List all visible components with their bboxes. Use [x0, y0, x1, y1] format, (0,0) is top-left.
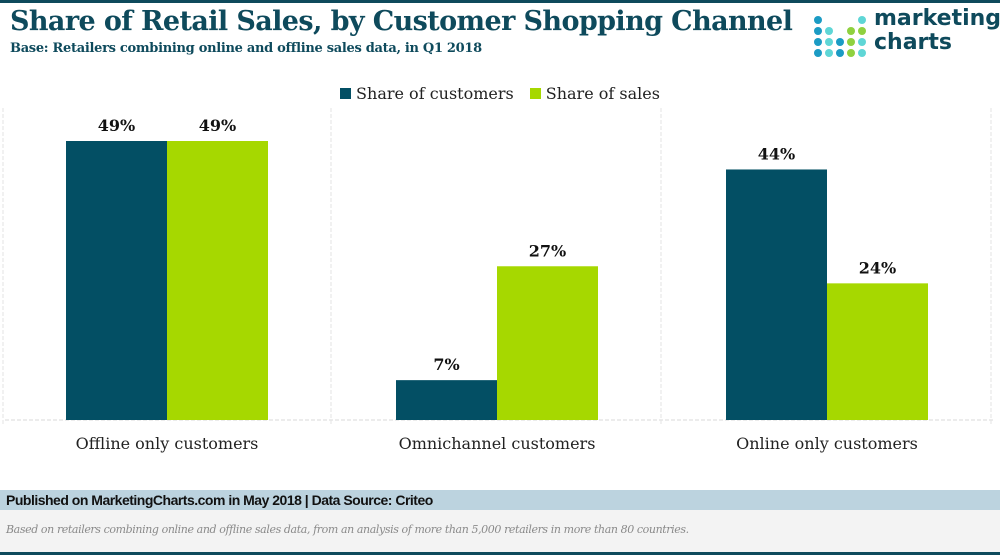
chart-subtitle: Base: Retailers combining online and off…: [10, 41, 482, 56]
legend-label-sales: Share of sales: [545, 84, 660, 103]
logo-line-2: charts: [874, 30, 953, 55]
logo-dot: [814, 49, 822, 57]
legend-label-customers: Share of customers: [356, 84, 514, 103]
legend-swatch-customers: [340, 88, 352, 99]
category-label: Online only customers: [736, 434, 918, 453]
chart-legend: Share of customers Share of sales: [0, 84, 1000, 103]
logo-text: marketing charts: [874, 7, 1000, 55]
logo-dot: [858, 38, 866, 46]
data-label: 49%: [199, 116, 236, 135]
logo-dot: [858, 16, 866, 24]
footer-published-text: Published on MarketingCharts.com in May …: [6, 492, 433, 508]
chart-title: Share of Retail Sales, by Customer Shopp…: [10, 6, 793, 37]
bar-customers: [66, 141, 167, 420]
legend-item-sales: Share of sales: [529, 84, 660, 103]
logo-dot: [814, 16, 822, 24]
bar-customers: [396, 380, 497, 420]
footer-note-text: Based on retailers combining online and …: [6, 523, 689, 536]
bar-sales: [827, 283, 928, 420]
logo-dot: [836, 38, 844, 46]
data-label: 7%: [433, 355, 459, 374]
bar-sales: [497, 266, 598, 420]
logo-dot: [858, 49, 866, 57]
data-label: 44%: [758, 144, 795, 163]
logo-line-1: marketing: [874, 6, 1000, 31]
logo-dot: [825, 27, 833, 35]
footer-note-bar: Based on retailers combining online and …: [0, 510, 1000, 552]
bar-customers: [726, 169, 827, 420]
data-label: 24%: [859, 258, 896, 277]
bar-chart: 49% 49% Offline only customers 7% 27% Omnicha…: [2, 108, 995, 453]
bar-sales: [167, 141, 268, 420]
category-label: Offline only customers: [76, 434, 259, 453]
logo-dot: [847, 27, 855, 35]
legend-item-customers: Share of customers: [340, 84, 514, 103]
data-label: 27%: [529, 241, 566, 260]
logo-dot: [814, 38, 822, 46]
logo-dot: [847, 49, 855, 57]
data-label: 49%: [98, 116, 135, 135]
dot-grid-logo-icon: [814, 16, 866, 57]
logo-dot: [814, 27, 822, 35]
bottom-border: [0, 552, 1000, 555]
logo-dot: [825, 38, 833, 46]
footer-source-bar: Published on MarketingCharts.com in May …: [0, 490, 1000, 510]
marketingcharts-logo: marketing charts: [812, 7, 1000, 60]
category-label: Omnichannel customers: [399, 434, 596, 453]
logo-dot: [836, 49, 844, 57]
top-border: [0, 0, 1000, 3]
logo-dot: [858, 27, 866, 35]
logo-dot: [847, 38, 855, 46]
legend-swatch-sales: [529, 88, 541, 99]
logo-dot: [825, 49, 833, 57]
